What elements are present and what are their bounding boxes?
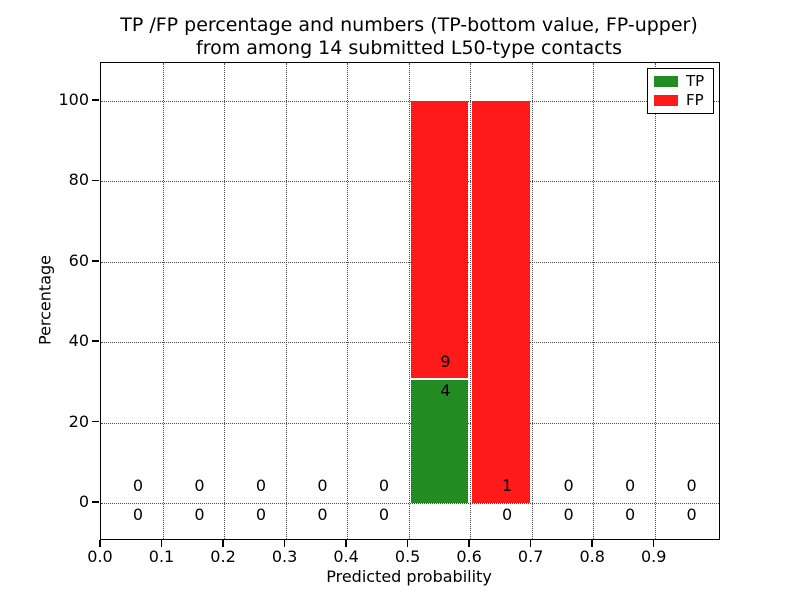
bar-segment-separator (410, 378, 469, 381)
grid-line-horizontal (101, 101, 719, 103)
y-tick-mark (91, 340, 99, 342)
tp-count-label: 4 (440, 381, 451, 401)
y-tick-label: 100 (58, 90, 89, 110)
chart-title-line1: TP /FP percentage and numbers (TP-bottom… (120, 14, 698, 36)
grid-line-vertical (224, 63, 226, 539)
grid-line-vertical (285, 63, 287, 539)
x-tick-mark (222, 539, 224, 547)
y-tick-label: 0 (78, 491, 89, 511)
grid-line-horizontal (101, 422, 719, 424)
x-tick-label: 0.0 (87, 547, 113, 566)
fp-count-label: 1 (501, 475, 513, 495)
tp-color-swatch (654, 76, 678, 87)
y-tick-mark (91, 420, 99, 423)
y-tick-mark (91, 179, 99, 182)
tp-count-label: 0 (686, 504, 697, 524)
fp-count-label: 9 (440, 352, 451, 372)
tp-count-label: 0 (317, 504, 328, 524)
tp-count-label: 0 (132, 504, 143, 524)
grid-line-vertical (347, 63, 349, 539)
x-tick-label: 0.9 (640, 547, 667, 566)
grid-line-vertical (654, 63, 656, 539)
fp-color-swatch (654, 95, 678, 106)
grid-line-vertical (470, 63, 472, 539)
grid-line-vertical (593, 63, 595, 539)
x-tick-mark (468, 539, 470, 547)
legend-label-tp: TP (686, 72, 705, 90)
y-tick-mark (91, 99, 99, 101)
chart-title: TP /FP percentage and numbers (TP-bottom… (100, 14, 718, 60)
x-tick-mark (345, 539, 347, 547)
legend-label-fp: FP (686, 91, 704, 109)
tp-bar-segment (410, 379, 469, 503)
tp-count-label: 0 (563, 504, 574, 524)
grid-line-horizontal (101, 181, 719, 183)
legend: TP FP (647, 68, 714, 114)
x-tick-mark (283, 539, 286, 547)
chart-title-line2: from among 14 submitted L50-type contact… (196, 37, 622, 59)
plot-area: TP FP 0 0 0 0 0 0 0 0 0 0 9 4 1 0 0 0 0 0 0 0 (100, 62, 720, 540)
x-tick-label: 0.2 (210, 547, 236, 566)
y-tick-label: 20 (68, 411, 89, 431)
tp-count-label: 0 (625, 504, 636, 524)
legend-entry-tp: TP (654, 74, 707, 89)
tp-count-label: 0 (501, 504, 513, 524)
fp-count-label: 0 (132, 475, 143, 495)
tp-count-label: 0 (378, 504, 390, 524)
fp-bar-segment (410, 101, 469, 380)
fp-bar-segment (472, 101, 530, 503)
grid-line-horizontal (101, 342, 719, 344)
y-tick-label: 80 (68, 170, 89, 190)
x-tick-mark (529, 539, 532, 547)
x-tick-label: 0.6 (456, 547, 482, 566)
x-tick-label: 0.1 (148, 547, 175, 566)
grid-line-horizontal (101, 502, 719, 504)
x-tick-label: 0.3 (271, 547, 298, 566)
grid-line-horizontal (101, 261, 719, 263)
y-tick-label: 40 (68, 331, 89, 351)
fp-count-label: 0 (255, 475, 267, 495)
x-tick-mark (591, 539, 593, 547)
x-tick-label: 0.8 (579, 547, 605, 566)
fp-count-label: 0 (194, 475, 205, 495)
y-tick-mark (91, 260, 99, 262)
tp-count-label: 0 (255, 504, 267, 524)
x-tick-label: 0.5 (394, 547, 421, 566)
x-tick-label: 0.4 (333, 547, 359, 566)
x-tick-mark (652, 539, 655, 547)
fp-count-label: 0 (625, 475, 636, 495)
x-tick-mark (99, 539, 101, 547)
y-tick-mark (91, 501, 99, 503)
x-tick-mark (406, 539, 409, 547)
fp-count-label: 0 (378, 475, 390, 495)
x-axis-label: Predicted probability (326, 567, 492, 586)
grid-line-vertical (531, 63, 533, 539)
fp-count-label: 0 (686, 475, 697, 495)
x-tick-mark (160, 539, 163, 547)
tp-count-label: 0 (194, 504, 205, 524)
grid-line-vertical (162, 63, 164, 539)
y-axis-label: Percentage (35, 254, 55, 346)
grid-line-vertical (408, 63, 410, 539)
fp-count-label: 0 (563, 475, 574, 495)
legend-entry-fp: FP (654, 93, 707, 108)
fp-count-label: 0 (317, 475, 328, 495)
x-tick-label: 0.7 (517, 547, 544, 566)
y-tick-label: 60 (68, 250, 89, 270)
